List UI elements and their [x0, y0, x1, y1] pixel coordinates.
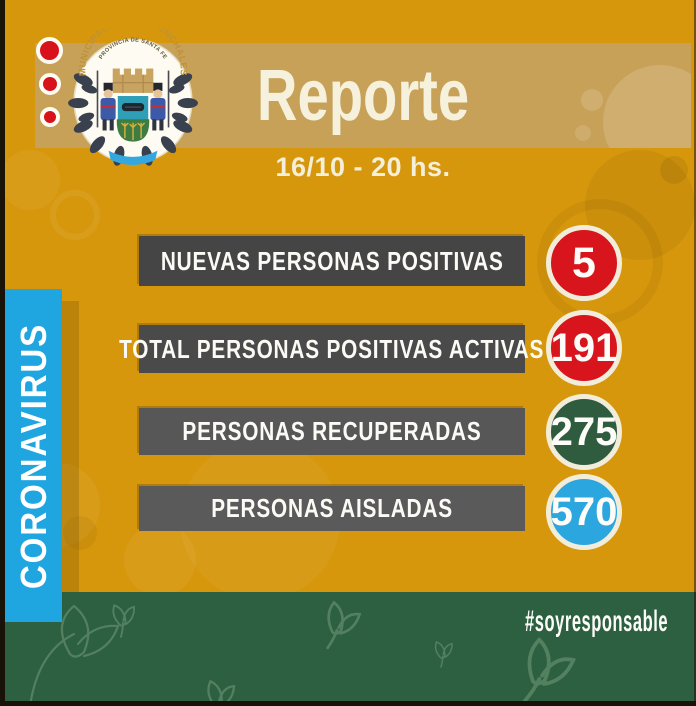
page-title: Reporte — [256, 56, 470, 136]
stat-value: 570 — [550, 489, 618, 534]
stat-label: TOTAL PERSONAS POSITIVAS ACTIVAS — [119, 333, 545, 364]
stat-label: PERSONAS RECUPERADAS — [182, 416, 482, 446]
red-dot-icon — [40, 107, 60, 127]
bottom-edge — [0, 701, 696, 706]
crest-soldiers — [96, 70, 170, 131]
virus-watermark — [575, 65, 691, 148]
report-datetime: 16/10 - 20 hs. — [275, 152, 451, 182]
hashtag: #soyresponsable — [524, 605, 668, 638]
stat-value: 5 — [572, 238, 596, 287]
leaf-outline-icon — [28, 600, 579, 706]
crest-shield — [115, 93, 151, 143]
stat-label: NUEVAS PERSONAS POSITIVAS — [160, 245, 504, 276]
stat-label: PERSONAS AISLADAS — [211, 493, 453, 523]
stat-label-bar: PERSONAS AISLADAS — [139, 486, 525, 531]
stat-value-badge: 5 — [546, 225, 622, 301]
right-edge — [694, 0, 696, 706]
stat-label-bar: PERSONAS RECUPERADAS — [139, 408, 525, 455]
stat-value: 275 — [550, 409, 618, 454]
coronavirus-ribbon: CORONAVIRUS — [5, 289, 62, 622]
crest-castle — [112, 68, 154, 93]
stat-value-badge: 275 — [546, 394, 622, 470]
red-dot-icon — [39, 73, 61, 95]
stat-value-badge: 570 — [546, 474, 622, 550]
crest-ribbon — [108, 150, 158, 165]
footer: #soyresponsable — [0, 592, 696, 706]
stat-value-badge: 191 — [546, 310, 622, 386]
stat-value: 191 — [550, 325, 618, 370]
municipal-crest-icon: MUNICIPALIDAD DE SUNCHALES PROVINCIA DE … — [68, 29, 198, 166]
left-edge — [0, 0, 5, 706]
stat-label-bar: NUEVAS PERSONAS POSITIVAS — [139, 236, 525, 286]
ribbon-label: CORONAVIRUS — [12, 322, 54, 589]
red-dot-icon — [36, 37, 63, 64]
stat-label-bar: TOTAL PERSONAS POSITIVAS ACTIVAS — [119, 325, 544, 373]
